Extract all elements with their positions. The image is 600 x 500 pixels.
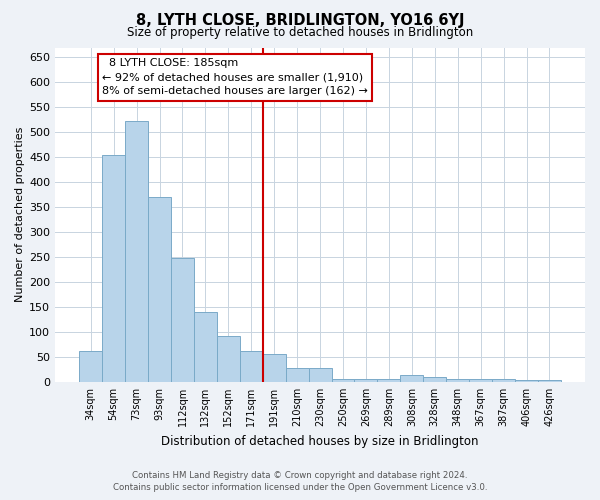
Bar [469,380,492,382]
Bar [217,336,240,382]
Bar [194,312,217,382]
Bar [332,380,355,382]
Bar [148,197,171,382]
Bar [308,368,332,382]
Bar [377,380,400,382]
Text: Size of property relative to detached houses in Bridlington: Size of property relative to detached ho… [127,26,473,39]
Bar [355,380,377,382]
Bar [286,368,308,382]
Bar [240,351,263,382]
Text: Contains HM Land Registry data © Crown copyright and database right 2024.
Contai: Contains HM Land Registry data © Crown c… [113,471,487,492]
Bar [446,380,469,382]
Bar [423,377,446,382]
X-axis label: Distribution of detached houses by size in Bridlington: Distribution of detached houses by size … [161,434,479,448]
Bar [263,354,286,382]
Y-axis label: Number of detached properties: Number of detached properties [15,127,25,302]
Bar [125,122,148,382]
Bar [400,376,423,382]
Bar [102,155,125,382]
Bar [538,380,561,382]
Bar [79,351,102,382]
Bar [492,380,515,382]
Bar [515,380,538,382]
Text: 8, LYTH CLOSE, BRIDLINGTON, YO16 6YJ: 8, LYTH CLOSE, BRIDLINGTON, YO16 6YJ [136,12,464,28]
Text: 8 LYTH CLOSE: 185sqm  
← 92% of detached houses are smaller (1,910)
8% of semi-d: 8 LYTH CLOSE: 185sqm ← 92% of detached h… [102,58,368,96]
Bar [171,258,194,382]
